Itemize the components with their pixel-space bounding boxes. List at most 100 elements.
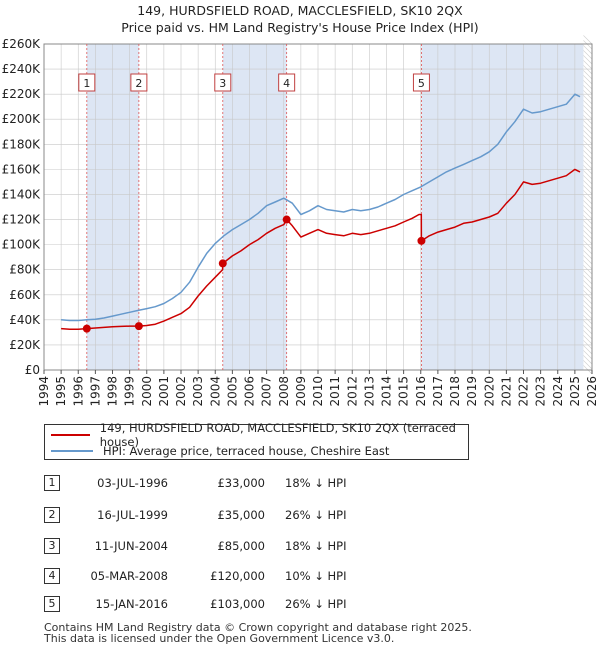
sale-label: 4 bbox=[283, 77, 290, 90]
y-tick-label: £140K bbox=[2, 187, 42, 201]
legend-swatch-property bbox=[51, 434, 90, 436]
x-tick-label: 2005 bbox=[225, 376, 239, 407]
sale-label-box bbox=[214, 73, 232, 92]
hatch-line bbox=[583, 280, 593, 290]
y-tick-label: £160K bbox=[2, 162, 42, 176]
sale-point bbox=[82, 324, 91, 333]
transaction-date: 16-JUL-1999 bbox=[97, 508, 168, 522]
chart-title-line2: Price paid vs. HM Land Registry's House … bbox=[121, 20, 479, 35]
transaction-row: 2 16-JUL-1999 £35,000 26% ↓ HPI bbox=[0, 507, 600, 525]
hatch-line bbox=[583, 150, 593, 160]
x-tick-label: 2001 bbox=[157, 376, 171, 407]
x-tick-label: 2022 bbox=[517, 376, 531, 407]
sale-label: 3 bbox=[219, 77, 226, 90]
hatch-line bbox=[583, 250, 593, 260]
footer-copyright: Contains HM Land Registry data © Crown c… bbox=[44, 621, 472, 634]
transaction-hpi-diff: 26% ↓ HPI bbox=[285, 597, 347, 611]
transaction-hpi-diff: 10% ↓ HPI bbox=[285, 569, 347, 583]
hatch-line bbox=[583, 115, 593, 125]
transaction-date: 03-JUL-1996 bbox=[97, 476, 168, 490]
legend-swatch-hpi bbox=[51, 450, 93, 452]
transaction-row: 1 03-JUL-1996 £33,000 18% ↓ HPI bbox=[0, 475, 600, 493]
sale-label: 1 bbox=[83, 77, 90, 90]
hatch-line bbox=[583, 40, 593, 50]
transaction-price: £120,000 bbox=[210, 569, 265, 583]
y-tick-label: £220K bbox=[2, 87, 42, 101]
x-tick-label: 1995 bbox=[54, 376, 68, 407]
x-tick-label: 1998 bbox=[106, 376, 120, 407]
hatch-line bbox=[583, 320, 593, 330]
sale-point bbox=[134, 322, 143, 331]
x-tick-label: 1994 bbox=[37, 376, 51, 407]
hatch-line bbox=[583, 100, 593, 110]
hatch-line bbox=[583, 275, 593, 285]
x-tick-label: 2015 bbox=[397, 376, 411, 407]
hatch-line bbox=[583, 145, 593, 155]
hatch-line bbox=[583, 45, 593, 55]
sale-label-box bbox=[78, 73, 96, 92]
x-tick-label: 2009 bbox=[294, 376, 308, 407]
hatch-line bbox=[583, 220, 593, 230]
transaction-hpi-diff: 26% ↓ HPI bbox=[285, 508, 347, 522]
future-hatch bbox=[583, 35, 593, 375]
x-tick-label: 2007 bbox=[260, 376, 274, 407]
shaded-period bbox=[86, 44, 139, 370]
hatch-line bbox=[583, 55, 593, 65]
sale-label-box bbox=[278, 73, 296, 92]
x-tick-label: 2019 bbox=[465, 376, 479, 407]
hatch-line bbox=[583, 255, 593, 265]
x-tick-label: 2021 bbox=[499, 376, 513, 407]
hatch-line bbox=[583, 355, 593, 365]
y-tick-label: £260K bbox=[2, 37, 42, 51]
hatch-line bbox=[583, 205, 593, 215]
chart-title-line1: 149, HURDSFIELD ROAD, MACCLESFIELD, SK10… bbox=[137, 3, 463, 18]
legend-item-property: 149, HURDSFIELD ROAD, MACCLESFIELD, SK10… bbox=[51, 421, 468, 449]
property-price-line bbox=[61, 168, 581, 331]
hatch-line bbox=[583, 80, 593, 90]
hatch-line bbox=[583, 85, 593, 95]
price-chart: 1 2 3 4 5 £0 £20K £40K £60K £80K £100K £120K £140K £… bbox=[2, 35, 599, 407]
y-tick-label: £20K bbox=[9, 338, 41, 352]
sale-point bbox=[417, 236, 426, 245]
hatch-line bbox=[583, 230, 593, 240]
x-tick-label: 1999 bbox=[123, 376, 137, 407]
x-tick-label: 2008 bbox=[277, 376, 291, 407]
hatch-line bbox=[583, 300, 593, 310]
transaction-row: 4 05-MAR-2008 £120,000 10% ↓ HPI bbox=[0, 568, 600, 586]
x-tick-label: 2006 bbox=[243, 376, 257, 407]
transaction-hpi-diff: 18% ↓ HPI bbox=[285, 539, 347, 553]
x-tick-label: 2023 bbox=[534, 376, 548, 407]
sale-label-box bbox=[412, 73, 430, 92]
transaction-row: 5 15-JAN-2016 £103,000 26% ↓ HPI bbox=[0, 596, 600, 614]
hatch-line bbox=[583, 305, 593, 315]
shaded-period bbox=[222, 44, 287, 370]
hatch-line bbox=[583, 125, 593, 135]
transaction-date: 05-MAR-2008 bbox=[90, 569, 168, 583]
transaction-date: 11-JUN-2004 bbox=[94, 539, 168, 553]
y-tick-label: £180K bbox=[2, 137, 42, 151]
y-tick-label: £120K bbox=[2, 213, 42, 227]
x-tick-label: 2010 bbox=[311, 376, 325, 407]
transaction-row: 3 11-JUN-2004 £85,000 18% ↓ HPI bbox=[0, 538, 600, 556]
hatch-line bbox=[583, 160, 593, 170]
hatch-line bbox=[583, 325, 593, 335]
sale-point bbox=[282, 215, 291, 224]
hatch-line bbox=[583, 130, 593, 140]
x-tick-label: 2025 bbox=[568, 376, 582, 407]
hatch-line bbox=[583, 165, 593, 175]
y-tick-label: £0 bbox=[25, 363, 40, 377]
y-tick-label: £60K bbox=[9, 288, 41, 302]
hatch-line bbox=[583, 140, 593, 150]
x-tick-label: 2017 bbox=[431, 376, 445, 407]
hatch-line bbox=[583, 175, 593, 185]
x-tick-label: 2018 bbox=[448, 376, 462, 407]
footer-licence: This data is licensed under the Open Gov… bbox=[44, 632, 395, 645]
x-tick-label: 2000 bbox=[140, 376, 154, 407]
x-tick-label: 2014 bbox=[380, 376, 394, 407]
transaction-price: £35,000 bbox=[217, 508, 265, 522]
hatch-line bbox=[583, 70, 593, 80]
hatch-line bbox=[583, 350, 593, 360]
y-tick-label: £240K bbox=[2, 62, 42, 76]
transaction-price: £85,000 bbox=[217, 539, 265, 553]
hatch-line bbox=[583, 295, 593, 305]
